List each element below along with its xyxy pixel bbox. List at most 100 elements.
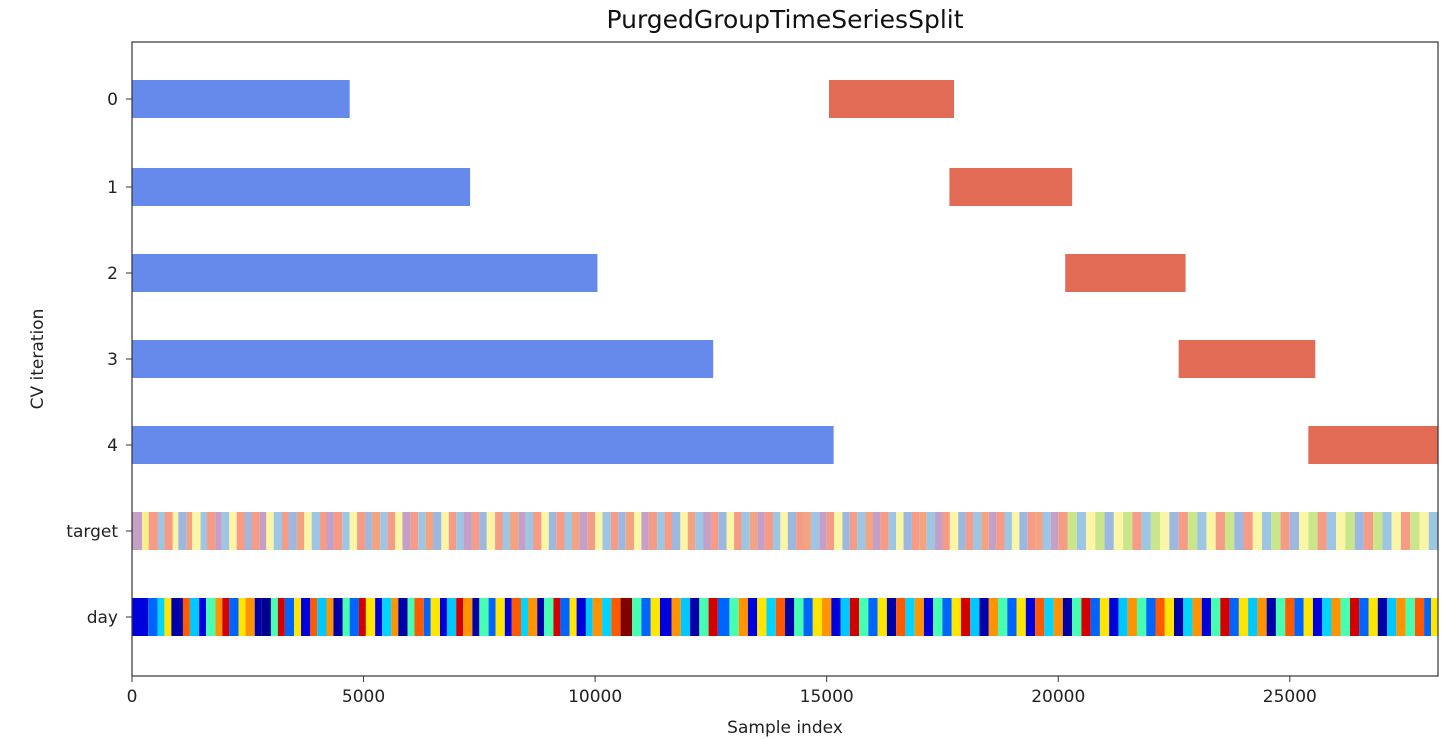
target-strip-segment [357,512,366,550]
day-strip-segment [794,598,804,636]
target-strip-segment [296,512,305,550]
y-tick-label: 2 [107,264,118,284]
target-strip-segment [495,512,503,550]
target-strip-segment [787,512,797,550]
target-strip-segment [1308,512,1318,550]
day-strip-segment [602,598,612,636]
day-strip-segment [310,598,318,636]
target-strip-segment [796,512,804,550]
day-strip-segment [585,598,593,636]
target-strip-segment [657,512,665,550]
target-strip-segment [1019,512,1028,550]
y-tick-label: day [87,608,118,628]
target-strip-segment [548,512,557,550]
day-strip-segment [189,598,200,636]
day-strip-segment [430,598,440,636]
target-strip-segment [273,512,283,550]
day-strip-segment [923,598,934,636]
target-strip-segment [157,512,165,550]
day-strip-segment [569,598,577,636]
target-strip-segment [200,512,208,550]
day-strip-segment [785,598,795,636]
target-strip-segment [958,512,966,550]
day-strip-segment [199,598,207,636]
day-strip-segment [998,598,1008,636]
target-strip-segment [734,512,742,550]
day-strip-segment [979,598,989,636]
target-strip-segment [1206,512,1216,550]
target-strip-segment [448,512,457,550]
target-strip-segment [1042,512,1051,550]
target-strip-segment [518,512,526,550]
target-strip-segment [1382,512,1392,550]
target-strip-segment [425,512,434,550]
target-strip-segment [1289,512,1300,550]
day-strip-segment [1090,598,1100,636]
day-strip-segment [157,598,165,636]
target-strip-segment [1243,512,1253,550]
train-bar-row-3 [132,340,714,378]
day-strip-segment [382,598,392,636]
day-strip-segment [1174,598,1184,636]
day-strip-segment [1405,598,1415,636]
day-strip-segment [886,598,897,636]
day-strip-segment [1396,598,1406,636]
day-strip-segment [222,598,230,636]
day-strip-segment [1331,598,1341,636]
target-strip-segment [148,512,158,550]
day-strip-segment [398,598,408,636]
target-strip-segment [178,512,187,550]
day-strip-segment [446,598,457,636]
target-strip-segment [571,512,580,550]
day-strip-segment [592,598,603,636]
target-strip-segment [1391,512,1401,550]
test-bar-row-4 [1308,426,1438,464]
target-strip-segment [1141,512,1151,550]
day-strip-segment [671,598,681,636]
target-strip-segment [1150,512,1161,550]
day-strip-segment [527,598,538,636]
day-strip-segment [365,598,376,636]
target-strip-segment [942,512,950,550]
day-strip-segment [914,598,924,636]
target-strip-segment [610,512,619,550]
target-strip-segment [207,512,216,550]
target-strip-segment [618,512,626,550]
target-strip-segment [595,512,603,550]
target-strip-segment [1345,512,1355,550]
target-strip-segment [749,512,758,550]
x-axis-label: Sample index [727,718,843,738]
target-strip-segment [142,512,149,550]
target-strip-segment [780,512,788,550]
day-strip-segment [301,598,311,636]
target-strip-segment [888,512,897,550]
day-strip-segment [1294,598,1304,636]
target-strip-segment [1271,512,1281,550]
day-strip-segment [1238,598,1249,636]
target-strip-segment [471,512,480,550]
target-strip-segment [245,512,252,550]
day-strip-segment [164,598,172,636]
day-strip-segment [1368,598,1378,636]
day-strip-segment [358,598,366,636]
target-strip-segment [304,512,312,550]
day-strip-segment [391,598,399,636]
day-strip-segment [1424,598,1432,636]
target-strip-segment [1234,512,1244,550]
target-strip-segment [164,512,173,550]
target-strip-segment [509,512,519,550]
y-tick-label: target [66,522,118,542]
day-strip-segment [699,598,709,636]
target-strip-segment [726,512,735,550]
target-strip-segment [973,512,982,550]
x-tick-label: 0 [127,687,138,707]
plot-area [132,80,1438,636]
target-strip-segment [1373,512,1383,550]
day-strip-segment [423,598,431,636]
target-strip-segment [326,512,334,550]
target-strip-segment [479,512,487,550]
day-strip-segment [1053,598,1063,636]
target-strip-segment [215,512,222,550]
day-strip-segment [1025,598,1036,636]
target-strip-segment [587,512,596,550]
